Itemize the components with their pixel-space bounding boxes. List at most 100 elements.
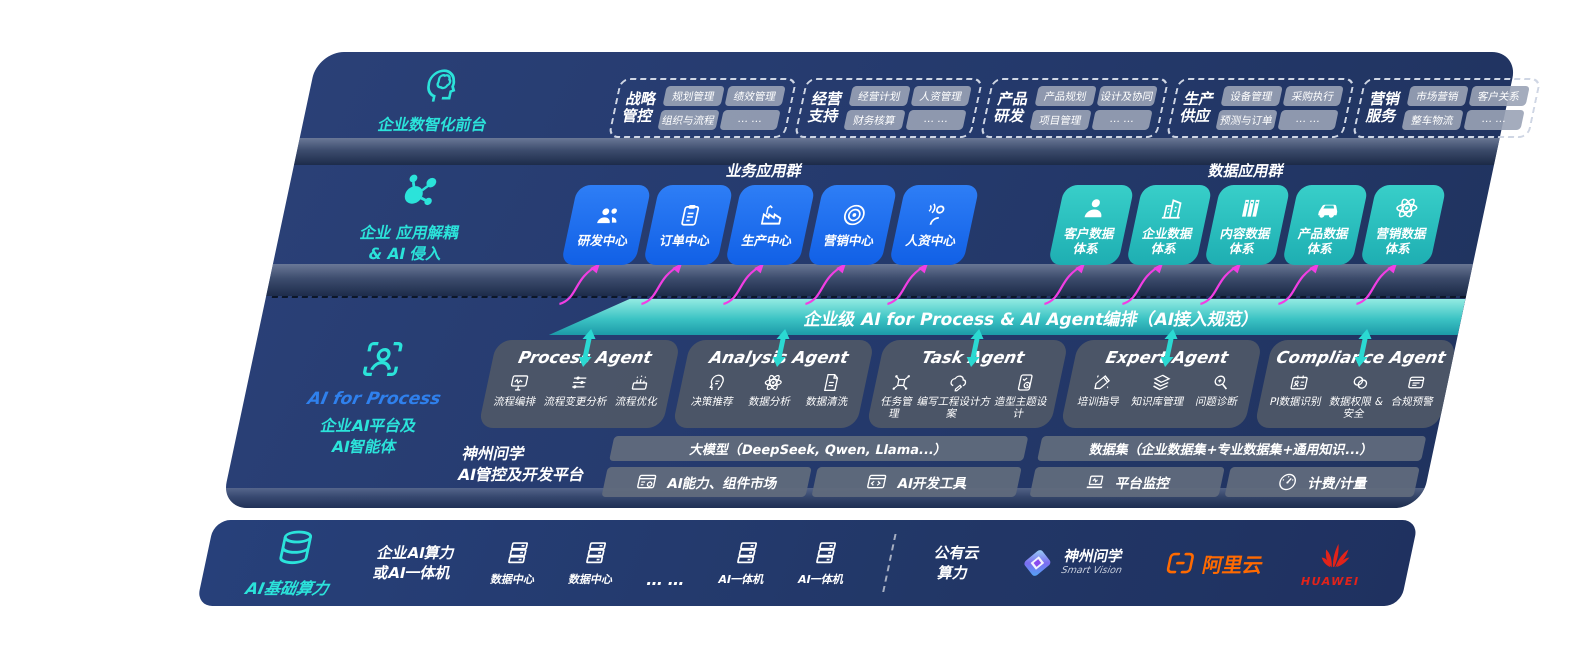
window-code-icon — [864, 471, 891, 493]
app-box-label: 客户数据 体系 — [1062, 225, 1117, 256]
agent-capability-label: PI数据识别 — [1268, 396, 1323, 408]
agent-title: Task Agent — [919, 348, 1027, 367]
server-icon — [810, 539, 843, 566]
agent-capability-label: 合规预警 — [1390, 396, 1435, 408]
agent-capability-label: 知识库管理 — [1130, 396, 1186, 408]
public-cloud-label: 公有云 算力 — [932, 543, 982, 582]
ai-platform-sublabel: 企业AI平台及 AI智能体 — [318, 417, 419, 456]
group-name: 经营 支持 — [806, 89, 844, 125]
agent-capability: 数据权限 & 安全 — [1325, 372, 1390, 424]
aliyun-bracket-icon — [1162, 548, 1198, 578]
agent-capability: 决策推荐 — [687, 372, 740, 424]
infra-node-label: 数据中心 — [489, 573, 537, 586]
module-chip: 规划管理 — [662, 86, 725, 106]
agent-capability: 数据分析 — [744, 372, 797, 424]
target-icon — [839, 202, 871, 228]
app-box-label: 内容数据 体系 — [1218, 225, 1273, 256]
diagnose-icon — [1208, 372, 1233, 393]
tablet-check-icon — [1012, 372, 1037, 393]
agent-box: Process Agent 流程编排 流程变更分析 流程优化 — [478, 340, 681, 428]
platform-cells: AI能力、组件市场 AI开发工具 — [601, 467, 1022, 497]
agent-capability-label: 数据清洗 — [804, 396, 850, 408]
platform-cell: 计费/计量 — [1224, 467, 1420, 497]
agent-capability: 问题诊断 — [1191, 372, 1244, 424]
group-chips: 设备管理 采购执行 预测与订单… … — [1215, 86, 1344, 130]
agent-title: Analysis Agent — [707, 348, 851, 367]
group-chips: 规划管理 绩效管理 组织与流程… … — [657, 86, 786, 130]
module-chip: 客户关系 — [1468, 86, 1530, 106]
app-box-label: 企业数据 体系 — [1140, 225, 1195, 256]
front-office-group: 营销 服务 市场营销 客户关系 整车物流… … — [1351, 78, 1542, 138]
agent-title: Process Agent — [516, 348, 654, 367]
infra-divider — [882, 534, 897, 592]
cloud-edit-icon — [945, 372, 970, 393]
app-box-label: 订单中心 — [658, 233, 712, 248]
agent-box: Compliance Agent PI数据识别 数据权限 & 安全 合规预警 — [1254, 340, 1457, 428]
infra-node: AI一体机 — [796, 539, 852, 587]
agents-row: Process Agent 流程编排 流程变更分析 流程优化 Analysis Agen… — [478, 340, 1457, 428]
module-chip: … … — [1462, 110, 1525, 130]
agent-items: 流程编排 流程变更分析 流程优化 — [485, 372, 668, 424]
module-chip: 预测与订单 — [1215, 110, 1278, 130]
module-chip: 人资管理 — [910, 86, 972, 106]
agent-capability: PI数据识别 — [1265, 372, 1327, 424]
aliyun-text: 阿里云 — [1200, 552, 1266, 577]
car-icon — [1313, 195, 1345, 221]
agent-box: Task Agent 任务管理 编写工程设计方案 造型主题设计 — [866, 340, 1069, 428]
orchestration-band: 企业级 AI for Process & AI Agent编排（AI接入规范） — [549, 299, 1466, 335]
agent-capability: 编写工程设计方案 — [911, 372, 998, 424]
platform-cells: 平台监控 计费/计量 — [1029, 467, 1420, 497]
front-office-label-group: 企业数智化前台 — [345, 64, 530, 135]
group-name: 战略 管控 — [620, 89, 658, 125]
infra-label: AI基础算力 — [244, 578, 331, 598]
agent-capability: 培训指导 — [1073, 372, 1126, 424]
enterprise-compute-label: 企业AI算力 或AI一体机 — [371, 543, 457, 582]
platform-right-group: 数据集（企业数据集+专业数据集+通用知识...） 平台监控 计费/计量 — [1029, 436, 1427, 497]
module-chip: 产品规划 — [1034, 86, 1097, 106]
group-chips: 经营计划 人资管理 财务核算… … — [843, 86, 972, 130]
layer-edge-1 — [293, 138, 1500, 165]
platform-cell-label: AI能力、组件市场 — [665, 476, 779, 492]
platform-label: 神州问学 AI管控及开发平台 — [456, 445, 587, 484]
laptop-icon — [1082, 471, 1109, 493]
agent-capability-label: 编写工程设计方案 — [916, 396, 993, 421]
agent-capability-label: 数据分析 — [747, 396, 792, 408]
dashed-separator — [271, 296, 1467, 298]
machine-icon — [628, 372, 653, 393]
module-chip: 经营计划 — [848, 86, 911, 106]
head-idea-icon — [704, 372, 729, 393]
monitor-icon — [506, 372, 531, 393]
sliders-icon — [567, 372, 592, 393]
person-wave-icon — [921, 202, 953, 228]
group-chips: 市场营销 客户关系 整车物流… … — [1401, 86, 1530, 130]
huawei-text: HUAWEI — [1299, 574, 1361, 588]
agent-capability-label: 任务管理 — [879, 396, 914, 421]
app-box-label: 产品数据 体系 — [1296, 225, 1351, 256]
platform-cell-label: 平台监控 — [1113, 476, 1172, 492]
agent-box: Expert Agent 培训指导 知识库管理 问题诊断 — [1060, 340, 1263, 428]
dataset-bar: 数据集（企业数据集+专业数据集+通用知识...） — [1037, 436, 1427, 461]
front-office-group: 战略 管控 规划管理 绩效管理 组织与流程… … — [607, 78, 798, 138]
agent-capability: 数据清洗 — [801, 372, 854, 424]
app-box-label: 营销数据 体系 — [1374, 225, 1429, 256]
platform-cell: AI能力、组件市场 — [601, 467, 812, 497]
module-chip: 整车物流 — [1401, 110, 1464, 130]
smart-vision-text: 神州问学 — [1062, 548, 1125, 565]
agent-capability: 知识库管理 — [1127, 372, 1191, 424]
gauge-icon — [1274, 471, 1301, 493]
agent-capability-label: 流程变更分析 — [542, 396, 609, 408]
infra-node: AI一体机 — [717, 539, 773, 587]
mail-icon — [1404, 372, 1429, 393]
agent-capability: 流程编排 — [489, 372, 542, 424]
agent-capability: 流程变更分析 — [539, 372, 613, 424]
agent-capability: 造型主题设计 — [988, 372, 1056, 424]
factory-icon — [757, 202, 789, 228]
model-bar: 大模型（DeepSeek, Qwen, Llama...） — [609, 436, 1029, 461]
agent-box: Analysis Agent 决策推荐 数据分析 数据清洗 — [672, 340, 875, 428]
app-box-label: 人资中心 — [904, 233, 958, 248]
atom-icon — [761, 372, 786, 393]
infra-node-label: 数据中心 — [567, 573, 615, 586]
scan-person-icon — [355, 336, 411, 382]
brain-head-icon — [416, 64, 467, 106]
